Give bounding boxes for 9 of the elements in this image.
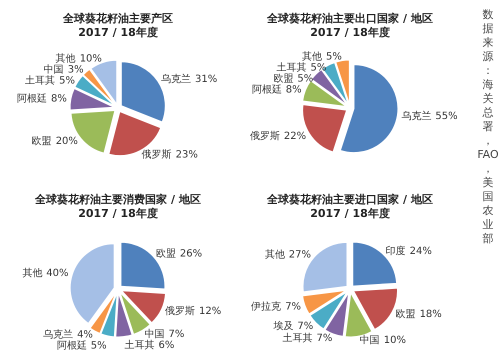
chart-subtitle: 2017 / 18年度 — [310, 207, 390, 220]
chart-subtitle: 2017 / 18年度 — [310, 26, 390, 39]
chart-subtitle: 2017 / 18年度 — [78, 26, 158, 39]
chart-title: 全球葵花籽油主要产区 — [62, 12, 173, 25]
chart-title: 全球葵花籽油主要出口国家 / 地区 — [266, 12, 433, 25]
chart-title: 全球葵花籽油主要消费国家 / 地区 — [34, 193, 201, 206]
chart-title: 全球葵花籽油主要进口国家 / 地区 — [266, 193, 433, 206]
source-note: 数据来源：海关总署，FAO，美国农业部 — [477, 8, 499, 245]
chart-subtitle: 2017 / 18年度 — [78, 207, 158, 220]
